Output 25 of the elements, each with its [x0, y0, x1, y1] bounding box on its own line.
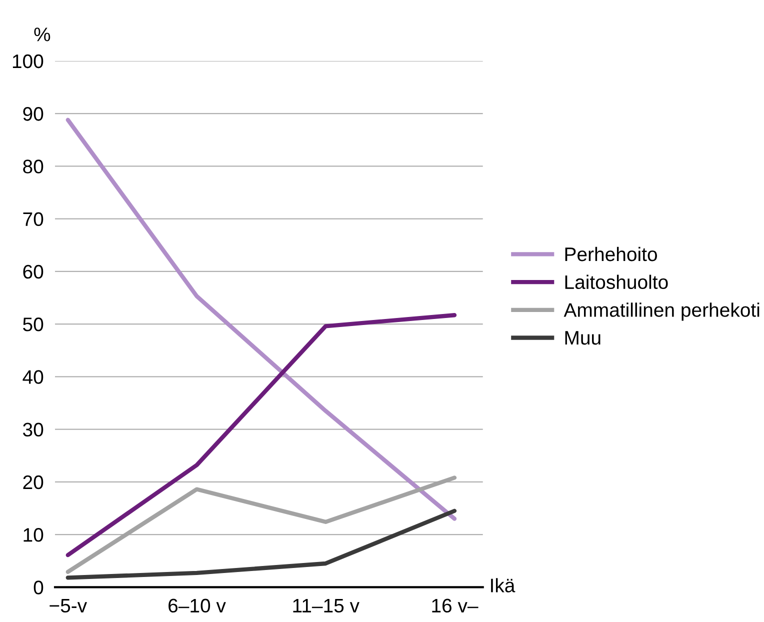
y-tick-label: 10: [24, 528, 44, 542]
x-axis-title: Ikä: [491, 578, 516, 592]
x-tick-label: 16 v–: [432, 598, 478, 613]
y-tick-label: 50: [23, 318, 44, 332]
y-tick-label: 60: [23, 264, 44, 279]
y-tick-label: 80: [23, 160, 44, 174]
y-tick-label: 20: [23, 475, 44, 490]
y-tick-label: 90: [23, 107, 44, 121]
x-tick-label: 6–10 v: [168, 598, 226, 613]
legend-label: Perhehoito: [565, 246, 657, 262]
legend-label: Laitoshuolto: [565, 274, 668, 290]
y-tick-label: 100: [12, 54, 44, 68]
line-series: [66, 118, 457, 521]
y-tick-label: 0: [34, 580, 44, 594]
x-tick-label: −5-v: [50, 598, 88, 613]
legend-label: Ammatillinen perhekoti: [564, 302, 760, 321]
line-series: [66, 508, 457, 580]
legend-label: Muu: [565, 331, 600, 345]
x-tick-label: 11–15 v: [293, 598, 360, 613]
y-tick-label: 30: [23, 422, 44, 437]
y-tick-label: 40: [22, 370, 44, 384]
y-tick-label: 70: [23, 212, 44, 226]
line-series: [66, 313, 457, 558]
y-axis-title: %: [34, 28, 50, 42]
line-series: [66, 476, 457, 574]
